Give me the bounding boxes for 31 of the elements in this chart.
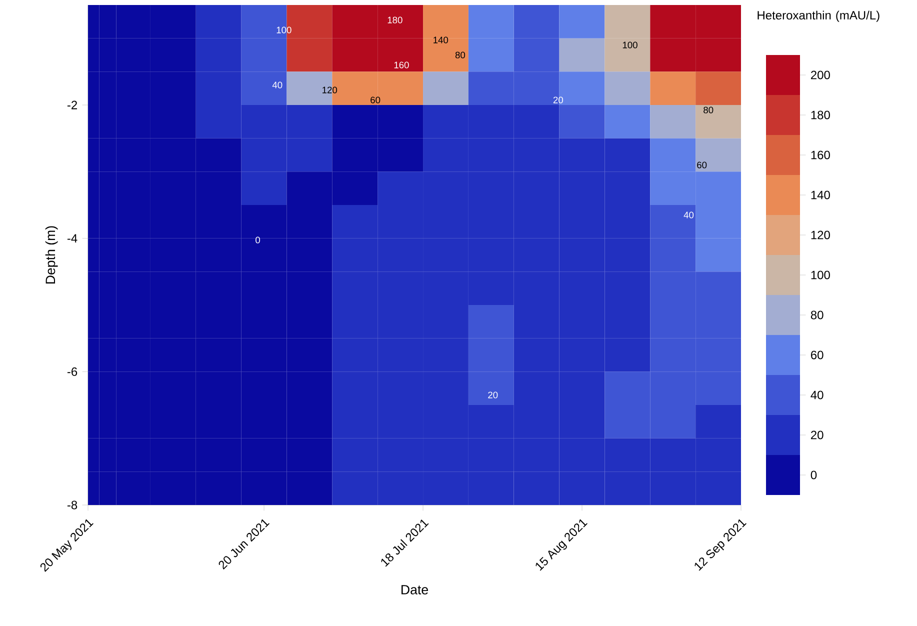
annotation: 140 xyxy=(434,36,448,44)
annotation: 40 xyxy=(684,212,694,218)
color-bar-label: 0 xyxy=(810,470,817,480)
y-tick-label: -4 xyxy=(67,234,78,242)
annotation: 160 xyxy=(394,62,409,68)
color-bar-label: 80 xyxy=(810,310,824,320)
color-bar-label: 40 xyxy=(810,390,824,400)
y-tick-label: -2 xyxy=(67,100,77,110)
color-bar-label: 140 xyxy=(811,190,830,200)
y-tick-label: -6 xyxy=(67,367,78,376)
annotation: 80 xyxy=(455,52,466,58)
color-bar-title: Heteroxanthin (mAU/L) xyxy=(758,10,880,22)
annotation: 80 xyxy=(704,106,714,114)
color-bar-label: 120 xyxy=(811,230,830,240)
color-bar-label: 200 xyxy=(811,70,830,80)
color-bar-label: 160 xyxy=(811,150,830,160)
color-bar-label: 180 xyxy=(811,110,830,120)
y-tick-label: -8 xyxy=(67,500,78,510)
annotation: 100 xyxy=(622,42,638,48)
color-bar-label: 100 xyxy=(811,270,830,280)
color-bar-label: 60 xyxy=(811,350,824,360)
y-axis-title: Depth (m) xyxy=(45,226,58,284)
color-bar-label: 20 xyxy=(811,430,824,440)
annotation: 40 xyxy=(272,82,282,88)
annotation: 180 xyxy=(388,16,402,24)
x-axis-title: Date xyxy=(402,585,428,594)
annotation: 20 xyxy=(488,392,498,398)
annotation: 20 xyxy=(553,96,563,104)
annotation: 0 xyxy=(256,236,260,244)
annotation: 60 xyxy=(370,96,380,104)
annotation: 60 xyxy=(697,162,707,168)
